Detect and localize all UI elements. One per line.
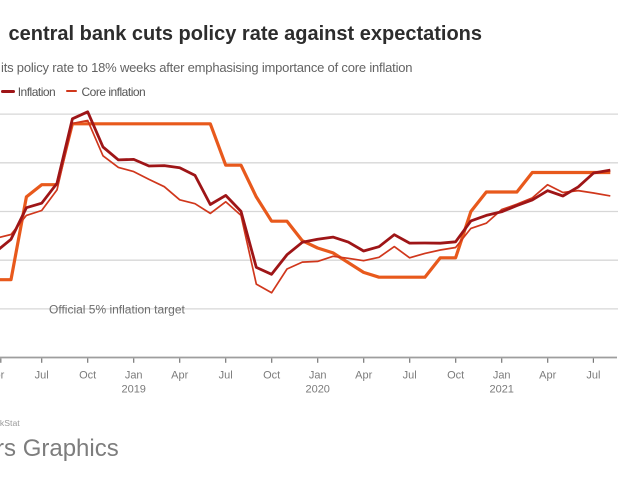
svg-text:Oct: Oct (79, 370, 96, 382)
svg-text:Apr: Apr (0, 370, 5, 382)
svg-text:Apr: Apr (171, 370, 188, 382)
svg-text:Apr: Apr (355, 370, 372, 382)
svg-text:Oct: Oct (263, 370, 280, 382)
svg-text:Jan: Jan (493, 370, 511, 382)
svg-text:Jan: Jan (125, 370, 143, 382)
svg-text:Official 5% inflation target: Official 5% inflation target (49, 303, 186, 317)
svg-text:Jul: Jul (35, 370, 49, 382)
svg-text:2019: 2019 (121, 384, 145, 396)
svg-text:Jul: Jul (586, 370, 600, 382)
svg-text:Apr: Apr (539, 370, 556, 382)
svg-text:2021: 2021 (489, 384, 513, 396)
svg-text:Jul: Jul (403, 370, 417, 382)
svg-text:Jul: Jul (219, 370, 233, 382)
svg-text:2020: 2020 (305, 384, 329, 396)
svg-text:Jan: Jan (309, 370, 327, 382)
svg-text:Oct: Oct (447, 370, 464, 382)
